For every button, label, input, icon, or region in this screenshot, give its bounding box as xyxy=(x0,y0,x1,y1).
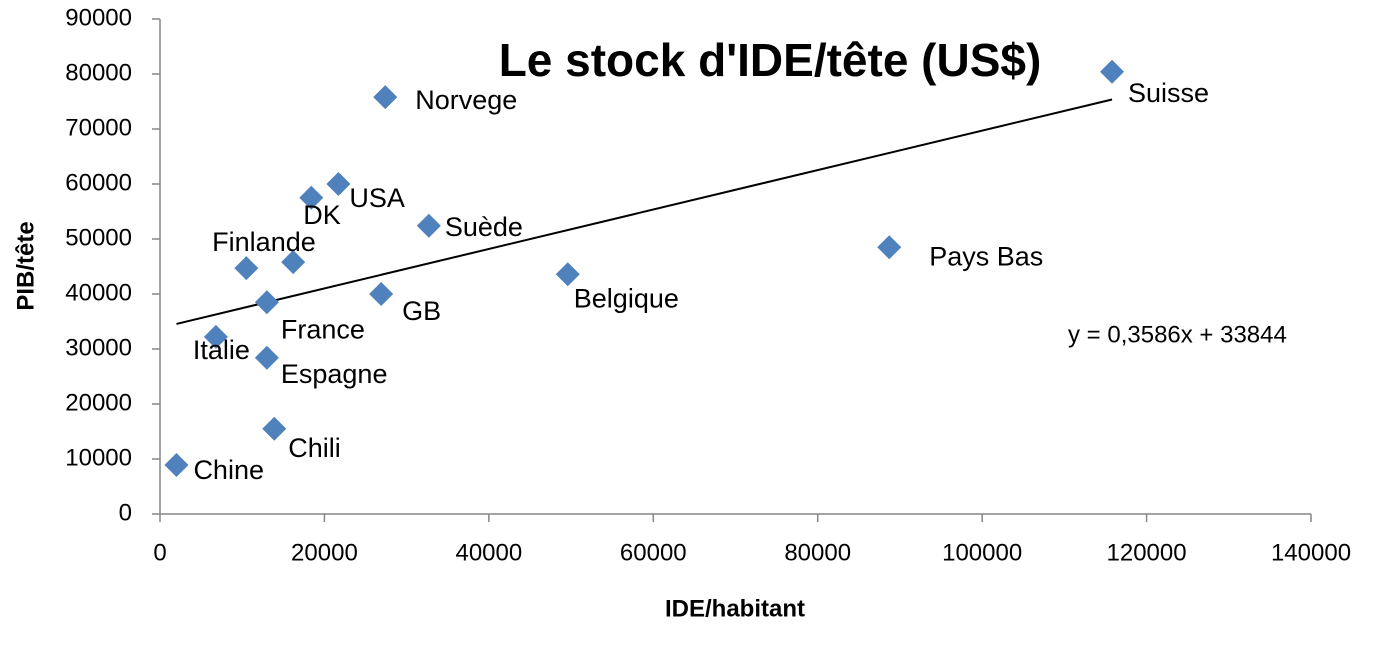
data-point xyxy=(1100,59,1125,84)
point-label: Belgique xyxy=(574,283,679,313)
y-tick-label: 40000 xyxy=(65,279,132,306)
y-axis-title: PIB/tête xyxy=(12,221,39,310)
x-tick-label: 120000 xyxy=(1107,539,1187,566)
x-tick-label: 140000 xyxy=(1271,539,1351,566)
trendline xyxy=(176,98,1113,325)
x-tick-label: 20000 xyxy=(291,539,358,566)
point-label: Suède xyxy=(445,212,523,242)
y-tick-label: 30000 xyxy=(65,334,132,361)
y-tick-label: 0 xyxy=(119,499,132,526)
trendline-equation: y = 0,3586x + 33844 xyxy=(1068,321,1287,348)
y-tick-label: 60000 xyxy=(65,169,132,196)
point-label: Italie xyxy=(193,335,250,365)
data-point xyxy=(326,172,351,196)
y-tick-label: 10000 xyxy=(65,444,132,471)
data-point xyxy=(234,256,259,281)
point-label: France xyxy=(281,314,365,344)
data-point xyxy=(373,85,398,110)
x-axis-title: IDE/habitant xyxy=(665,595,805,622)
x-tick-label: 0 xyxy=(153,539,166,566)
x-tick-label: 40000 xyxy=(455,539,522,566)
data-point xyxy=(416,213,441,238)
y-tick-label: 80000 xyxy=(65,59,132,86)
data-point xyxy=(262,416,287,441)
chart-title: Le stock d'IDE/tête (US$) xyxy=(499,34,1042,86)
point-label: Finlande xyxy=(212,227,316,257)
x-tick-label: 60000 xyxy=(620,539,687,566)
data-point xyxy=(254,345,279,370)
point-label: GB xyxy=(402,296,441,326)
point-label: Chine xyxy=(193,455,264,485)
data-point xyxy=(369,282,394,306)
y-tick-label: 90000 xyxy=(65,4,132,31)
point-label: Espagne xyxy=(281,359,388,389)
data-point xyxy=(877,235,902,260)
point-label: Norvege xyxy=(415,85,517,115)
data-point xyxy=(299,185,324,210)
data-point xyxy=(254,290,279,315)
x-tick-label: 80000 xyxy=(784,539,851,566)
data-point xyxy=(203,324,228,349)
data-point xyxy=(164,453,189,478)
y-tick-label: 50000 xyxy=(65,224,132,251)
data-point xyxy=(555,262,580,287)
data-point xyxy=(281,250,306,275)
point-label: Chili xyxy=(288,433,341,463)
x-tick-label: 100000 xyxy=(942,539,1022,566)
point-label: Pays Bas xyxy=(929,241,1043,271)
point-label: Suisse xyxy=(1128,78,1209,108)
y-tick-label: 70000 xyxy=(65,114,132,141)
y-tick-label: 20000 xyxy=(65,389,132,416)
point-label: DK xyxy=(303,200,341,230)
point-label: USA xyxy=(349,183,405,213)
